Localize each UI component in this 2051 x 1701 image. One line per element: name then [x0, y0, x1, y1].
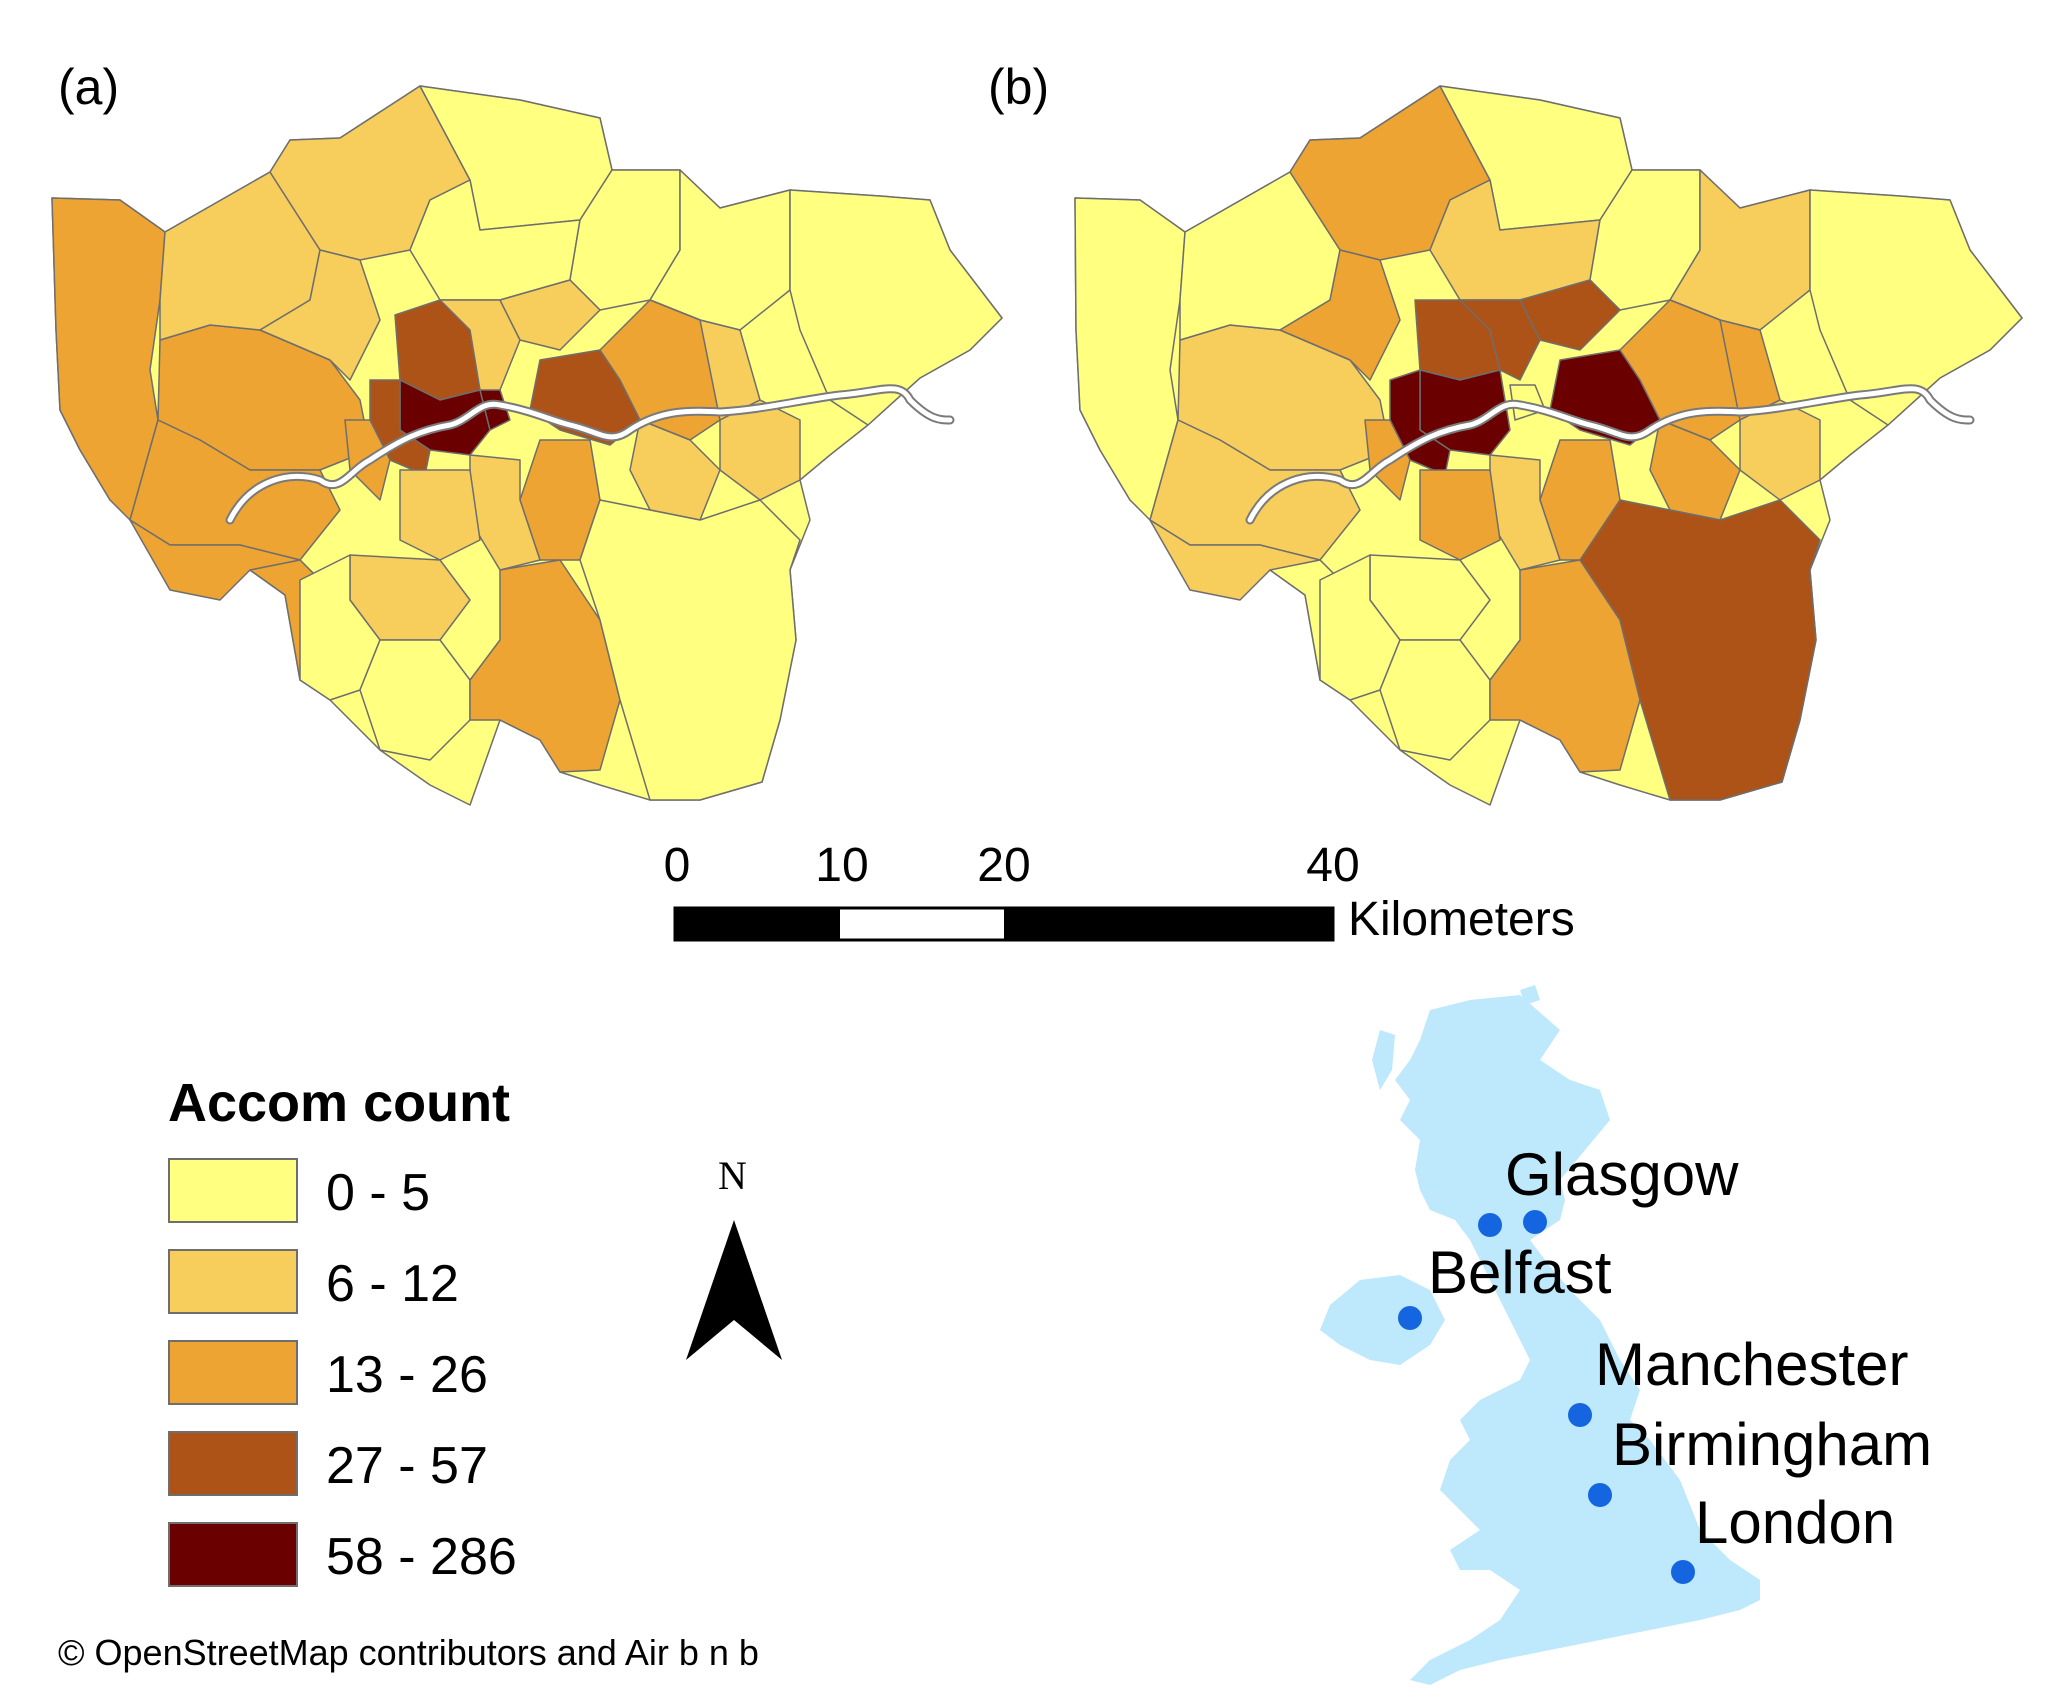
legend-label-3: 27 - 57 [326, 1437, 488, 1495]
legend-title: Accom count [168, 1073, 511, 1133]
thames-river-a-inner [227, 386, 953, 523]
city-label-belfast: Belfast [1428, 1239, 1612, 1306]
great-britain-landmass [1395, 995, 1760, 1685]
legend-swatch-2 [168, 1340, 298, 1405]
city-label-glasgow: Glasgow [1505, 1141, 1739, 1208]
legend-label-2: 13 - 26 [326, 1346, 488, 1404]
north-arrow [686, 1220, 782, 1360]
scale-tick-10: 10 [815, 839, 869, 892]
scale-tick-20: 20 [977, 839, 1031, 892]
borough-a-bromley [579, 499, 801, 801]
legend-swatch-4 [168, 1522, 298, 1587]
borough-b-hackney [1519, 279, 1621, 351]
orkney-landmass [1520, 985, 1540, 1005]
legend-swatch-3 [168, 1431, 298, 1496]
borough-b-sutton [1379, 639, 1491, 761]
city-label-birmingham: Birmingham [1612, 1411, 1933, 1478]
legend-label-4: 58 - 286 [326, 1528, 517, 1586]
city-label-manchester: Manchester [1595, 1331, 1909, 1398]
scale-bar [673, 906, 1335, 942]
borough-b-wandsworth [1419, 469, 1501, 561]
attribution-credit: © OpenStreetMap contributors and Air b n… [58, 1632, 759, 1673]
borough-a-camden-area [259, 249, 381, 381]
panel-label-a: (a) [58, 59, 120, 115]
north-arrow-right-half [734, 1220, 782, 1360]
scale-tick-40: 40 [1306, 839, 1360, 892]
london-marker [1671, 1560, 1695, 1584]
london-map-a [51, 85, 1003, 806]
borough-a-greenwich [599, 299, 721, 441]
legend-swatch-1 [168, 1249, 298, 1314]
scale-tick-0: 0 [663, 839, 691, 892]
legend-label-0: 0 - 5 [326, 1164, 431, 1222]
borough-a-hackney [499, 279, 601, 351]
thames-river-b-inner [1247, 386, 1973, 523]
northern-ireland-landmass [1320, 1275, 1445, 1365]
borough-a-wandsworth [399, 469, 481, 561]
scale-unit: Kilometers [1348, 893, 1575, 946]
legend-swatch-0 [168, 1158, 298, 1223]
belfast-marker [1398, 1306, 1422, 1330]
manchester-marker [1568, 1403, 1592, 1427]
uk-inset-map [1320, 985, 1760, 1685]
scale-bar-segment-1 [675, 908, 840, 940]
legend-label-1: 6 - 12 [326, 1255, 459, 1313]
borough-a-havering [789, 189, 1003, 426]
panel-label-b: (b) [988, 59, 1050, 115]
glasgow-marker [1478, 1213, 1502, 1237]
north-arrow-left-half [686, 1220, 734, 1360]
borough-b-bromley [1579, 499, 1821, 801]
birmingham-marker [1588, 1483, 1612, 1507]
borough-a-sutton [359, 639, 471, 761]
london-map-b [1074, 85, 2023, 806]
scale-bar-segment-2 [844, 913, 1000, 935]
borough-b-camden-area [1279, 249, 1401, 381]
borough-a-croydon [469, 559, 621, 773]
city-label-london: London [1695, 1489, 1896, 1556]
hebrides-landmass [1372, 1030, 1395, 1090]
borough-b-greenwich [1619, 299, 1741, 441]
north-label: N [718, 1153, 747, 1198]
borough-b-havering [1809, 189, 2023, 426]
scale-bar-segment-3 [1004, 908, 1333, 940]
edinburgh-marker [1523, 1210, 1547, 1234]
borough-a-city [479, 389, 511, 431]
